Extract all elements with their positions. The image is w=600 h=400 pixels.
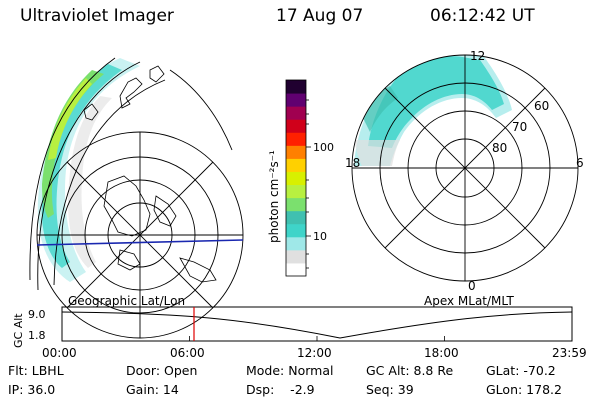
- timeline-xtick-0600: 06:00: [170, 346, 205, 360]
- colorbar-cell: [286, 223, 306, 238]
- colorbar-cell: [286, 119, 306, 133]
- colorbar-cell: [286, 236, 306, 251]
- timeline-tick-marks: [61, 336, 573, 341]
- colorbar-tick-10: 10: [313, 230, 327, 243]
- geographic-map: [29, 57, 244, 339]
- timeline-xtick-1200: 12:00: [297, 346, 332, 360]
- observation-date: 17 Aug 07: [276, 6, 364, 26]
- info-mode: Mode: Normal: [246, 363, 334, 378]
- observation-time: 06:12:42 UT: [430, 6, 535, 26]
- info-door: Door: Open: [126, 363, 198, 378]
- geo-meridian-arcs: [29, 57, 233, 291]
- colorbar-label: photon cm⁻²s⁻¹: [267, 150, 281, 243]
- mlt-label-6: 6: [576, 156, 584, 170]
- info-ip: IP: 36.0: [8, 382, 56, 397]
- timeline-xtick-1800: 18:00: [424, 346, 459, 360]
- mlt-label-18: 18: [345, 156, 360, 170]
- geo-panel-label: Geographic Lat/Lon: [68, 294, 185, 308]
- colorbar-cell: [286, 249, 306, 264]
- colorbar-cell: [286, 145, 306, 159]
- colorbar-tick-100: 100: [313, 141, 334, 154]
- info-glat: GLat: -70.2: [486, 363, 556, 378]
- mlt-label-12: 12: [470, 49, 485, 63]
- timeline-ytick-high: 9.0: [28, 308, 46, 321]
- mlat-label-70: 70: [512, 120, 527, 134]
- colorbar-cell: [286, 106, 306, 120]
- colorbar-cell: [286, 132, 306, 146]
- polar-panel-label: Apex MLat/MLT: [424, 294, 514, 308]
- instrument-title: Ultraviolet Imager: [20, 6, 174, 26]
- colorbar-cell: [286, 171, 306, 186]
- polar-aurora-emission: [354, 55, 512, 166]
- colorbar: 100 10 photon cm⁻²s⁻¹: [267, 79, 334, 277]
- timeline-xtick-0000: 00:00: [42, 346, 77, 360]
- colorbar-cell: [286, 184, 306, 199]
- mlat-label-60: 60: [534, 99, 549, 113]
- polar-map: 12 18 6 0 60 70 80: [345, 49, 584, 293]
- timeline-xtick-2359: 23:59: [552, 346, 587, 360]
- polar-grid: [351, 54, 579, 282]
- timeline-ytick-low: 1.8: [28, 329, 46, 342]
- mlt-label-0: 0: [468, 279, 476, 293]
- info-gain: Gain: 14: [126, 382, 179, 397]
- colorbar-cell: [286, 210, 306, 225]
- colorbar-cell: [286, 80, 306, 94]
- mlat-label-80: 80: [492, 141, 507, 155]
- satellite-track: [36, 239, 244, 246]
- colorbar-cell: [286, 93, 306, 107]
- info-glon: GLon: 178.2: [486, 382, 562, 397]
- colorbar-cell: [286, 262, 306, 277]
- altitude-curve: [61, 311, 573, 339]
- info-flt: Flt: LBHL: [8, 363, 64, 378]
- info-seq: Seq: 39: [366, 382, 414, 397]
- geo-grid: [36, 131, 244, 339]
- geo-coastlines: [83, 65, 217, 283]
- info-dsp: Dsp: -2.9: [246, 382, 315, 397]
- colorbar-tick-marks: [306, 99, 311, 269]
- timeline-ylabel: GC Alt: [12, 313, 25, 348]
- colorbar-cell: [286, 158, 306, 172]
- colorbar-cell: [286, 197, 306, 212]
- altitude-timeline: GC Alt 9.0 1.8 00:00 06:00 12:00 18:00 2…: [12, 306, 587, 360]
- info-gc-alt: GC Alt: 8.8 Re: [366, 363, 454, 378]
